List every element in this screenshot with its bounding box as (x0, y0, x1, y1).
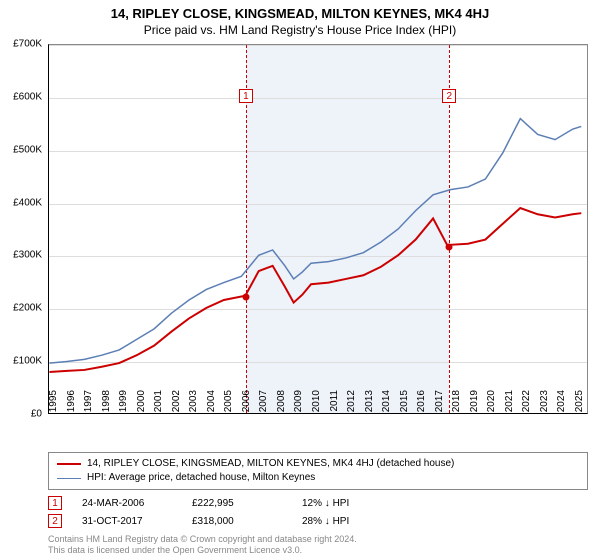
x-tick-label: 2011 (329, 390, 340, 420)
sale-point (242, 294, 249, 301)
sale-row: 2 31-OCT-2017 £318,000 28% ↓ HPI (48, 512, 392, 530)
x-tick-label: 2022 (521, 390, 532, 420)
y-tick-label: £700K (0, 39, 42, 50)
sale-row: 1 24-MAR-2006 £222,995 12% ↓ HPI (48, 494, 392, 512)
y-tick-label: £0 (0, 409, 42, 420)
chart-area: 12 £0£100K£200K£300K£400K£500K£600K£700K… (48, 44, 588, 414)
sale-delta: 12% ↓ HPI (302, 498, 392, 509)
legend: 14, RIPLEY CLOSE, KINGSMEAD, MILTON KEYN… (48, 452, 588, 490)
x-tick-label: 1999 (118, 390, 129, 420)
x-tick-label: 2009 (293, 390, 304, 420)
legend-label-hpi: HPI: Average price, detached house, Milt… (87, 471, 315, 485)
y-tick-label: £500K (0, 144, 42, 155)
x-tick-label: 1995 (48, 390, 59, 420)
x-tick-label: 2010 (311, 390, 322, 420)
marker-label: 1 (239, 89, 253, 103)
x-tick-label: 1997 (83, 390, 94, 420)
series-property (49, 208, 581, 372)
sale-delta: 28% ↓ HPI (302, 516, 392, 527)
x-tick-label: 2002 (171, 390, 182, 420)
sale-price: £222,995 (192, 498, 282, 509)
x-tick-label: 2024 (556, 390, 567, 420)
x-tick-label: 2021 (504, 390, 515, 420)
footer-line1: Contains HM Land Registry data © Crown c… (48, 534, 357, 545)
sale-marker: 2 (48, 514, 62, 528)
sale-date: 31-OCT-2017 (82, 516, 172, 527)
chart-subtitle: Price paid vs. HM Land Registry's House … (0, 21, 600, 41)
x-tick-label: 2025 (574, 390, 585, 420)
x-tick-label: 2020 (486, 390, 497, 420)
x-tick-label: 2015 (399, 390, 410, 420)
y-tick-label: £600K (0, 91, 42, 102)
sale-marker: 1 (48, 496, 62, 510)
x-tick-label: 2018 (451, 390, 462, 420)
x-tick-label: 2019 (469, 390, 480, 420)
x-tick-label: 2013 (364, 390, 375, 420)
footer: Contains HM Land Registry data © Crown c… (48, 534, 357, 556)
x-tick-label: 2023 (539, 390, 550, 420)
y-tick-label: £400K (0, 197, 42, 208)
swatch-property (57, 463, 81, 465)
chart-title: 14, RIPLEY CLOSE, KINGSMEAD, MILTON KEYN… (0, 0, 600, 21)
x-tick-label: 2000 (136, 390, 147, 420)
x-tick-label: 2003 (188, 390, 199, 420)
x-tick-label: 1996 (66, 390, 77, 420)
y-tick-label: £100K (0, 356, 42, 367)
x-tick-label: 2017 (434, 390, 445, 420)
sale-point (446, 243, 453, 250)
sale-date: 24-MAR-2006 (82, 498, 172, 509)
x-tick-label: 2005 (223, 390, 234, 420)
x-tick-label: 2008 (276, 390, 287, 420)
legend-row-hpi: HPI: Average price, detached house, Milt… (57, 471, 579, 485)
y-tick-label: £200K (0, 303, 42, 314)
sale-price: £318,000 (192, 516, 282, 527)
x-tick-label: 2001 (153, 390, 164, 420)
swatch-hpi (57, 478, 81, 479)
x-tick-label: 2006 (241, 390, 252, 420)
x-tick-label: 2007 (258, 390, 269, 420)
y-tick-label: £300K (0, 250, 42, 261)
sales-table: 1 24-MAR-2006 £222,995 12% ↓ HPI 2 31-OCT-201… (48, 494, 392, 530)
legend-row-property: 14, RIPLEY CLOSE, KINGSMEAD, MILTON KEYN… (57, 457, 579, 471)
series-hpi (49, 119, 581, 363)
x-tick-label: 2014 (381, 390, 392, 420)
x-tick-label: 1998 (101, 390, 112, 420)
plot-region: 12 (48, 44, 588, 414)
legend-label-property: 14, RIPLEY CLOSE, KINGSMEAD, MILTON KEYN… (87, 457, 454, 471)
footer-line2: This data is licensed under the Open Gov… (48, 545, 357, 556)
x-tick-label: 2004 (206, 390, 217, 420)
line-series (49, 45, 587, 413)
x-tick-label: 2012 (346, 390, 357, 420)
marker-label: 2 (442, 89, 456, 103)
x-tick-label: 2016 (416, 390, 427, 420)
